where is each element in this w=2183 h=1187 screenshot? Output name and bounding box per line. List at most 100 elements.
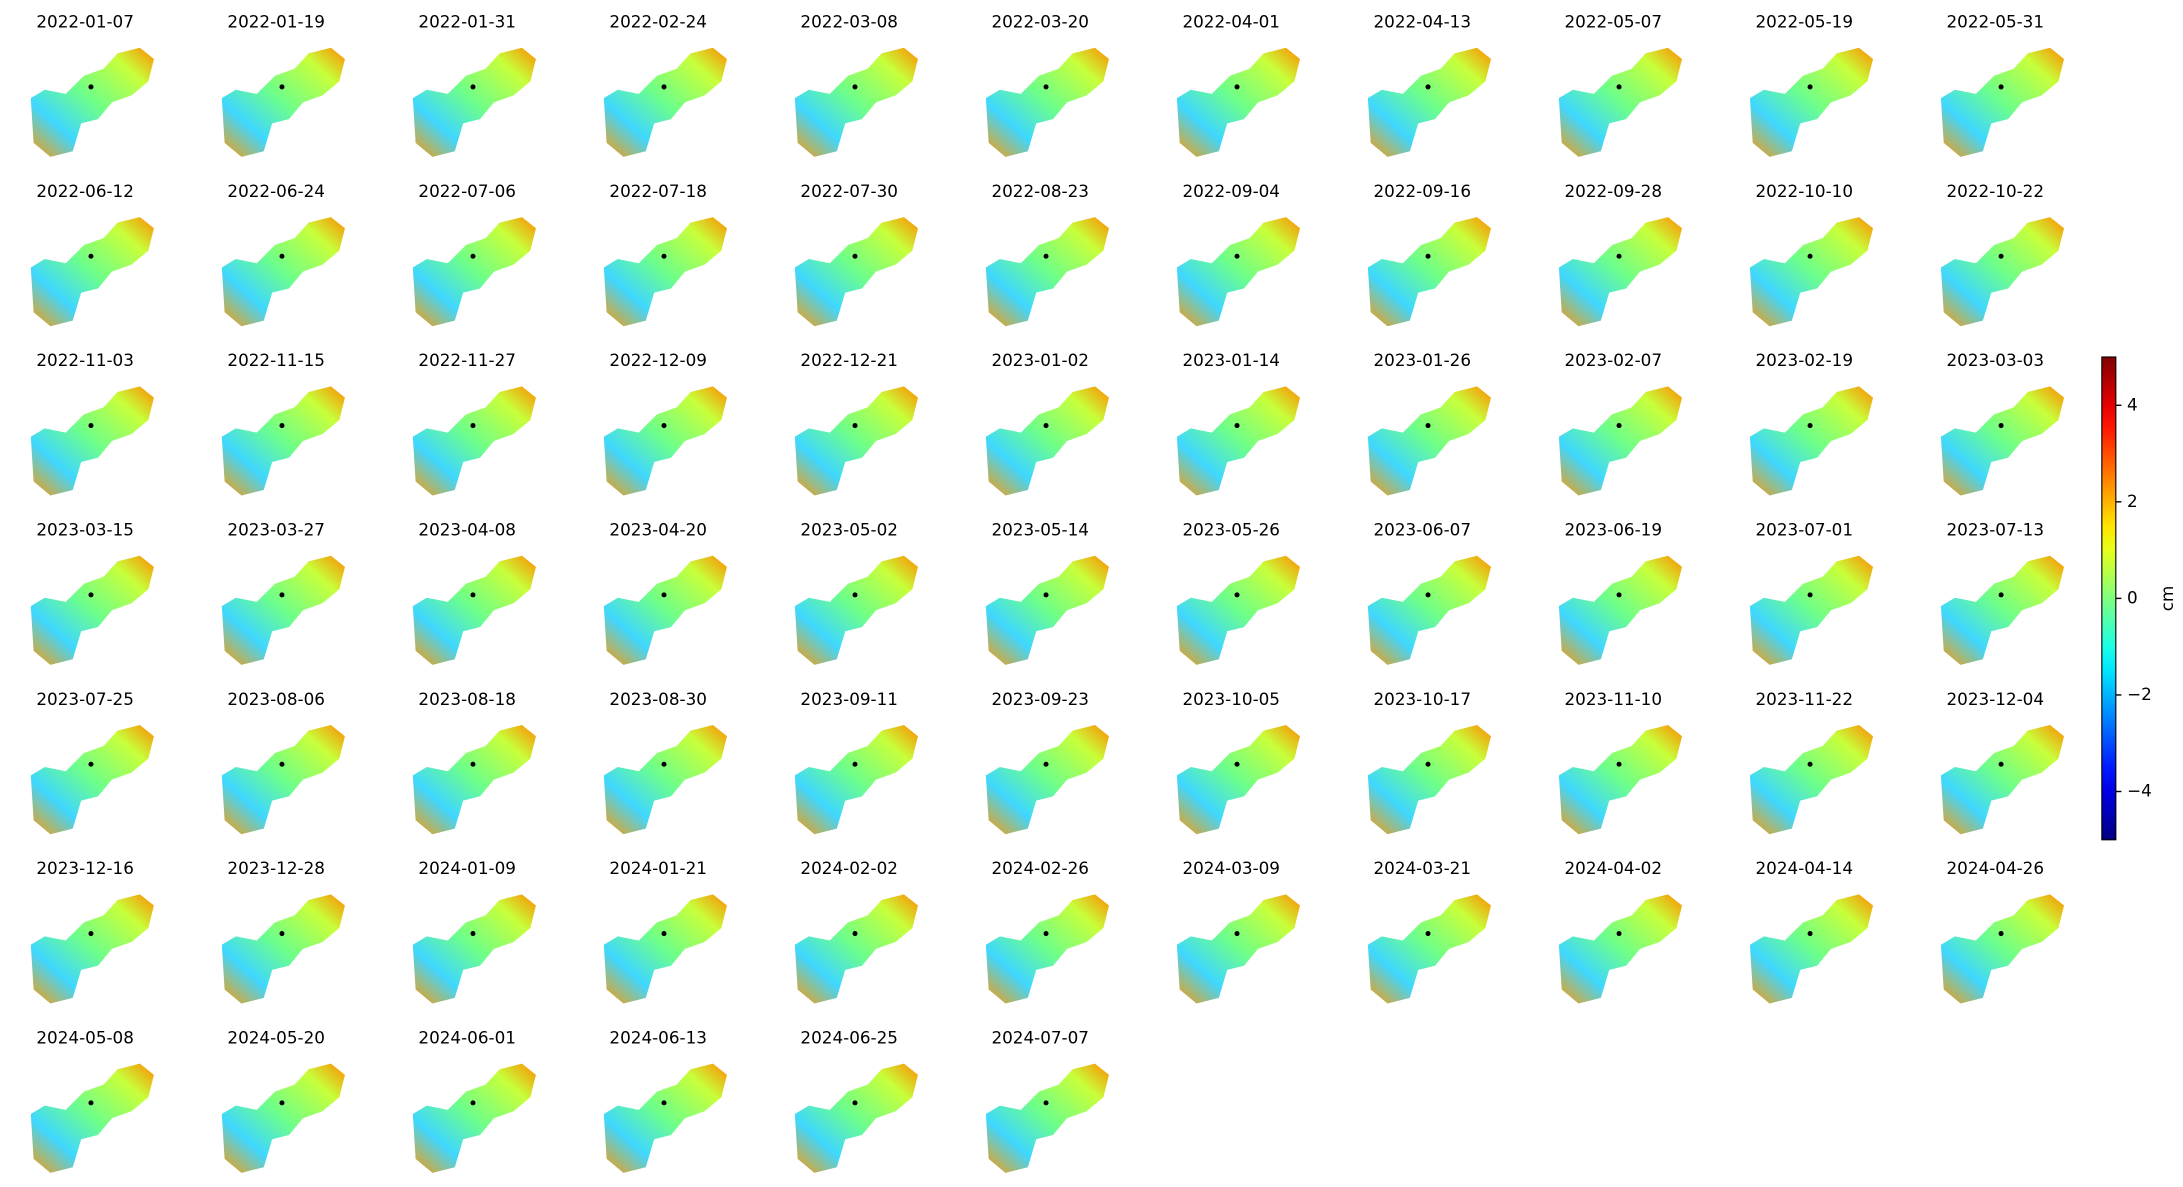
map-image [221, 47, 345, 157]
reference-point [88, 423, 94, 429]
map-image [794, 894, 918, 1004]
map-panel: 2024-04-26 [1940, 858, 2065, 1004]
map-image [412, 386, 536, 496]
map-panel: 2024-01-09 [412, 858, 536, 1004]
map-panel: 2023-10-17 [1367, 689, 1492, 835]
map-image [30, 386, 154, 496]
map-image [412, 894, 536, 1004]
panel-title: 2023-01-14 [1182, 350, 1280, 370]
map-panel: 2022-05-31 [1940, 12, 2065, 157]
map-panel: 2022-07-30 [794, 181, 918, 327]
map-panel: 2023-03-15 [30, 520, 154, 665]
map-image [603, 725, 727, 835]
map-panel: 2022-07-06 [412, 181, 536, 327]
reference-point [1807, 253, 1813, 259]
reference-point [1425, 84, 1431, 90]
panel-title: 2022-07-18 [609, 181, 707, 201]
panel-title: 2022-11-03 [36, 350, 134, 370]
panel-title: 2022-10-22 [1947, 181, 2045, 201]
reference-point [852, 931, 858, 937]
panel-title: 2023-02-07 [1564, 350, 1662, 370]
panel-title: 2024-04-26 [1947, 858, 2045, 878]
reference-point [1043, 592, 1049, 598]
map-panel: 2023-08-30 [603, 689, 727, 835]
map-panel: 2023-11-10 [1558, 689, 1683, 835]
reference-point [1043, 253, 1049, 259]
panel-title: 2022-04-13 [1373, 12, 1471, 32]
panel-title: 2023-09-23 [991, 689, 1089, 709]
panel-title: 2023-05-14 [991, 520, 1089, 540]
map-image [1558, 386, 1683, 496]
panel-title: 2022-02-24 [609, 12, 707, 32]
reference-point [279, 84, 285, 90]
map-image [1176, 725, 1301, 835]
map-panel: 2024-06-25 [794, 1027, 918, 1173]
map-panel: 2022-11-03 [30, 350, 154, 496]
map-image [794, 725, 918, 835]
reference-point [1998, 931, 2004, 937]
panel-title: 2023-03-03 [1947, 350, 2045, 370]
map-image [412, 47, 536, 157]
panel-title: 2023-07-13 [1947, 520, 2045, 540]
reference-point [470, 761, 476, 767]
panel-title: 2022-01-07 [36, 12, 134, 32]
reference-point [1043, 423, 1049, 429]
map-panel: 2022-03-08 [794, 12, 918, 157]
reference-point [1807, 84, 1813, 90]
map-image [412, 217, 536, 327]
reference-point [279, 253, 285, 259]
map-panel: 2022-12-09 [603, 350, 727, 496]
map-panel: 2023-02-19 [1749, 350, 1874, 496]
panel-title: 2024-01-09 [418, 858, 516, 878]
map-image [1940, 555, 2065, 665]
reference-point [1998, 592, 2004, 598]
panel-title: 2022-03-20 [991, 12, 1089, 32]
panel-title: 2024-06-01 [418, 1027, 516, 1047]
reference-point [1998, 84, 2004, 90]
map-image [603, 555, 727, 665]
map-image [985, 894, 1109, 1004]
panel-title: 2023-02-19 [1755, 350, 1853, 370]
reference-point [279, 761, 285, 767]
panel-title: 2022-07-06 [418, 181, 516, 201]
map-panel: 2023-03-27 [221, 520, 345, 665]
map-image [794, 386, 918, 496]
map-panel: 2024-03-21 [1367, 858, 1492, 1004]
map-image [1367, 47, 1492, 157]
reference-point [1043, 931, 1049, 937]
map-panel: 2022-10-10 [1749, 181, 1874, 327]
map-image [1940, 894, 2065, 1004]
reference-point [1807, 592, 1813, 598]
reference-point [470, 1100, 476, 1106]
panel-title: 2023-06-07 [1373, 520, 1471, 540]
map-panel: 2022-05-19 [1749, 12, 1874, 157]
map-panel: 2022-01-19 [221, 12, 345, 157]
map-panel: 2022-12-21 [794, 350, 918, 496]
reference-point [1998, 423, 2004, 429]
map-panel: 2024-05-20 [221, 1027, 345, 1173]
map-image [794, 217, 918, 327]
panel-title: 2023-12-04 [1947, 689, 2045, 709]
map-image [30, 555, 154, 665]
reference-point [1616, 761, 1622, 767]
map-image [1558, 555, 1683, 665]
map-image [1749, 894, 1874, 1004]
reference-point [1616, 592, 1622, 598]
map-panel: 2023-04-08 [412, 520, 536, 665]
reference-point [279, 592, 285, 598]
reference-point [470, 423, 476, 429]
map-image [221, 217, 345, 327]
panel-title: 2022-05-19 [1755, 12, 1853, 32]
map-image [1749, 47, 1874, 157]
panel-title: 2022-04-01 [1182, 12, 1280, 32]
reference-point [1616, 253, 1622, 259]
panel-title: 2024-05-20 [227, 1027, 325, 1047]
map-panel: 2024-02-02 [794, 858, 918, 1004]
map-panel: 2023-07-25 [30, 689, 154, 835]
reference-point [1998, 253, 2004, 259]
map-panel: 2023-09-11 [794, 689, 918, 835]
reference-point [470, 253, 476, 259]
map-image [1940, 386, 2065, 496]
map-image [794, 1063, 918, 1173]
map-image [221, 894, 345, 1004]
